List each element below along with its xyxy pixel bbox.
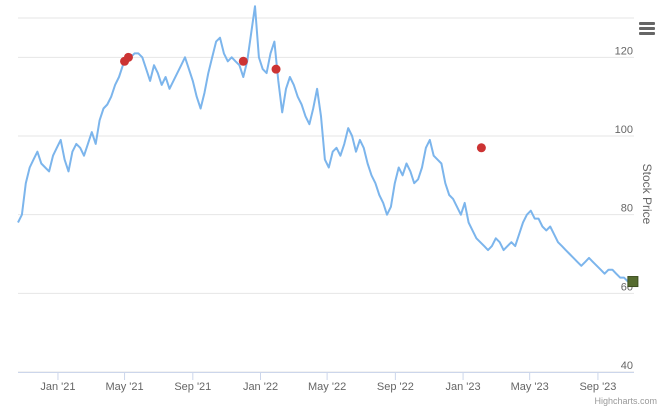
- x-tick-label: May '22: [308, 381, 346, 393]
- event-marker: [238, 56, 248, 66]
- event-marker: [123, 52, 133, 62]
- y-axis-title: Stock Price: [640, 164, 654, 225]
- x-tick-label: Sep '23: [579, 381, 616, 393]
- square-marker: [627, 276, 639, 288]
- x-tick-label: May '23: [511, 381, 549, 393]
- credits-link[interactable]: Highcharts.com: [594, 396, 657, 406]
- x-tick-label: Jan '23: [446, 381, 481, 393]
- series-layer: [17, 5, 632, 283]
- x-tick-label: May '21: [105, 381, 143, 393]
- marker-layer: [120, 52, 639, 288]
- grid-lines: [18, 17, 634, 373]
- series-line: [17, 5, 632, 283]
- event-marker: [271, 64, 281, 74]
- y-tick-label: 80: [621, 203, 633, 215]
- event-marker: [476, 143, 486, 153]
- y-tick-label: 40: [621, 360, 633, 372]
- x-tick-label: Sep '22: [377, 381, 414, 393]
- y-tick-label: 100: [615, 124, 633, 136]
- x-tick-label: Jan '22: [243, 381, 278, 393]
- x-axis: Jan '21 May '21 Sep '21 Jan '22 May '22 Sep '…: [18, 372, 634, 393]
- x-tick-label: Jan '21: [40, 381, 75, 393]
- hamburger-menu-icon[interactable]: [634, 18, 660, 40]
- x-tick-label: Sep '21: [174, 381, 211, 393]
- y-tick-label: 120: [615, 45, 633, 57]
